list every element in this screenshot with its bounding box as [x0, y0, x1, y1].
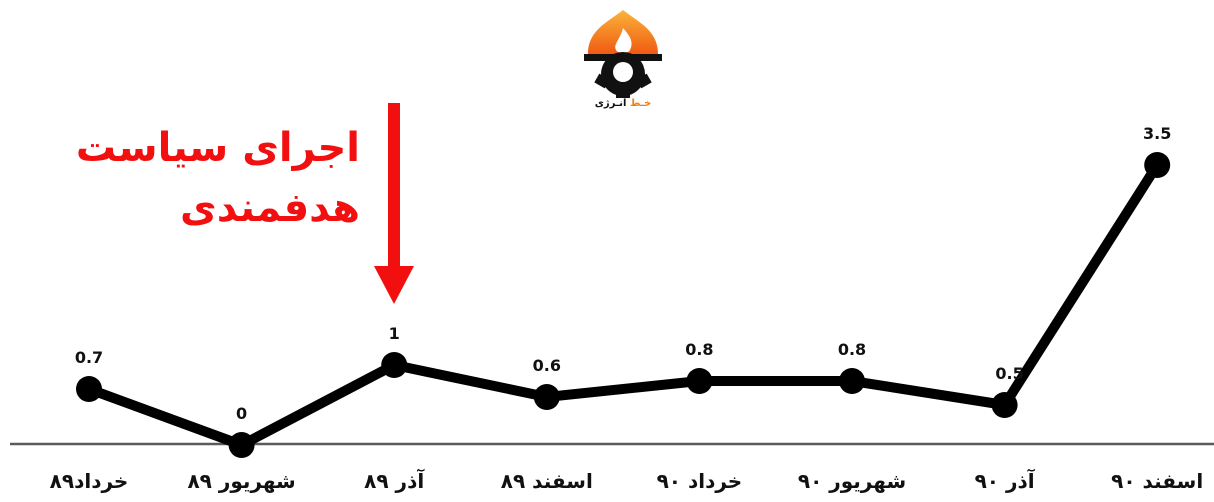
x-tick-label: آذر ۹۰: [975, 468, 1036, 493]
data-point: [533, 384, 560, 410]
x-tick-label: خرداد۸۹: [50, 469, 129, 493]
logo-text: خـط انـرژی: [578, 98, 668, 109]
data-label: 0: [236, 404, 247, 423]
data-point: [839, 368, 865, 394]
data-point: [991, 392, 1018, 418]
data-point: [686, 368, 713, 394]
data-label: 0.5: [995, 364, 1023, 383]
x-tick-label: اسفند ۹۰: [1111, 469, 1203, 493]
policy-annotation: اجرای سیاست هدفمندی: [60, 118, 360, 238]
x-tick-label: شهریور ۸۹: [187, 469, 295, 493]
data-point: [228, 432, 255, 458]
x-tick-label: اسفند ۸۹: [501, 469, 593, 493]
logo-text-highlight: خـط: [629, 98, 652, 109]
data-label: 1: [389, 324, 400, 343]
data-label: 0.8: [838, 340, 866, 359]
annotation-line-1: اجرای سیاست: [75, 125, 360, 171]
data-point: [76, 376, 102, 402]
data-point: [381, 352, 408, 378]
data-label: 3.5: [1143, 124, 1171, 143]
x-tick-label: شهریور ۹۰: [798, 469, 906, 493]
series-line: [84, 160, 1163, 451]
data-points: [76, 152, 1171, 458]
policy-arrow: [374, 103, 414, 304]
data-labels: 0.7 0 1 0.6 0.8 0.8 0.5 3.5: [75, 124, 1172, 423]
x-tick-label: آذر ۸۹: [364, 468, 425, 493]
flame-gear-icon: [584, 10, 662, 98]
x-tick-label: خرداد ۹۰: [657, 469, 743, 493]
data-point: [1144, 152, 1171, 178]
data-label: 0.6: [533, 356, 561, 375]
data-label: 0.8: [685, 340, 713, 359]
x-tick-labels: خرداد۸۹ شهریور ۸۹ آذر ۸۹ اسفند ۸۹ خرداد ۹۰ شه…: [50, 468, 1204, 493]
annotation-line-2: هدفمندی: [180, 185, 360, 231]
data-label: 0.7: [75, 348, 103, 367]
logo: خـط انـرژی: [578, 8, 668, 113]
logo-text-main: انـرژی: [594, 98, 630, 109]
